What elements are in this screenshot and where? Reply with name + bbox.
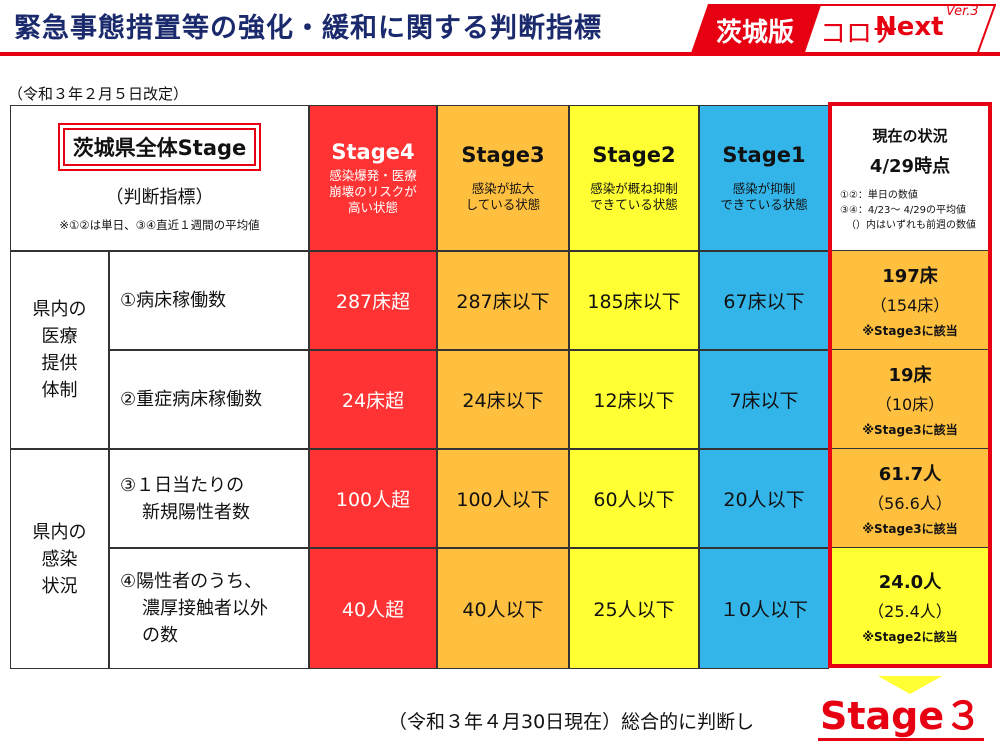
page-title: 緊急事態措置等の強化・緩和に関する判断指標: [14, 13, 602, 44]
overall-judgement-text: （令和３年４月30日現在）総合的に判断し: [388, 711, 755, 733]
row2-stage4: 24床超: [309, 350, 437, 449]
current-value-row3: 61.7人 （56.6人） ※Stage3に該当: [832, 449, 988, 548]
row3-stage4: 100人超: [309, 449, 437, 548]
header-divider: [0, 52, 1000, 56]
row2-stage1: 7床以下: [699, 350, 829, 449]
row1-stage3: 287床以下: [437, 251, 569, 350]
overall-stage-result: Stage３: [818, 694, 985, 741]
badge-text-corona: コロナ: [820, 19, 899, 49]
row4-stage2: 25人以下: [569, 548, 699, 669]
row3-stage2: 60人以下: [569, 449, 699, 548]
down-arrow-icon: [878, 676, 942, 694]
group-infection: 県内の 感染 状況: [10, 449, 109, 669]
group-medical: 県内の 医療 提供 体制: [10, 251, 109, 449]
row3-stage3: 100人以下: [437, 449, 569, 548]
stage3-header: Stage3 感染が拡大 している状態: [437, 105, 569, 251]
stage2-header: Stage2 感染が概ね抑制 できている状態: [569, 105, 699, 251]
badge-version: Ver.3: [946, 4, 979, 19]
current-status-header: 現在の状況 4/29時点 ①②：単日の数値 ③④：4/23～ 4/29の平均値 …: [832, 106, 988, 251]
badge-text-ibaraki: 茨城版: [716, 18, 795, 48]
current-value-row2: 19床 （10床） ※Stage3に該当: [832, 350, 988, 449]
row4-stage1: １0人以下: [699, 548, 829, 669]
row2-stage2: 12床以下: [569, 350, 699, 449]
badge-text-next: Next: [875, 12, 944, 42]
stage4-header: Stage4 感染爆発・医療 崩壊のリスクが 高い状態: [309, 105, 437, 251]
indicator-label: ③１日当たりの 新規陽性者数: [109, 449, 309, 548]
indicator-label: ④陽性者のうち、 濃厚接触者以外 の数: [109, 548, 309, 669]
corner-note: ※①②は単日、③④直近１週間の平均値: [59, 218, 260, 232]
current-value-row4: 24.0人 （25.4人） ※Stage2に該当: [832, 548, 988, 664]
current-status-column: 現在の状況 4/29時点 ①②：単日の数値 ③④：4/23～ 4/29の平均値 …: [828, 102, 992, 668]
row1-stage2: 185床以下: [569, 251, 699, 350]
row1-stage1: 67床以下: [699, 251, 829, 350]
brand-badge: 茨城版 コロナ Next Ver.3: [690, 4, 996, 56]
row2-stage3: 24床以下: [437, 350, 569, 449]
table-corner: 茨城県全体Stage （判断指標） ※①②は単日、③④直近１週間の平均値: [10, 105, 309, 251]
row3-stage1: 20人以下: [699, 449, 829, 548]
badge-red-block: [690, 4, 822, 56]
row4-stage4: 40人超: [309, 548, 437, 669]
row4-stage3: 40人以下: [437, 548, 569, 669]
current-value-row1: 197床 （154床） ※Stage3に該当: [832, 251, 988, 350]
indicator-label: ①病床稼働数: [109, 251, 309, 350]
stage-table: 茨城県全体Stage （判断指標） ※①②は単日、③④直近１週間の平均値 Sta…: [10, 105, 930, 669]
corner-title: 茨城県全体Stage: [57, 123, 262, 171]
corner-subtitle: （判断指標）: [105, 187, 214, 208]
revision-note: （令和３年２月５日改定）: [8, 85, 189, 103]
row1-stage4: 287床超: [309, 251, 437, 350]
indicator-label: ②重症病床稼働数: [109, 350, 309, 449]
stage1-header: Stage1 感染が抑制 できている状態: [699, 105, 829, 251]
header: 緊急事態措置等の強化・緩和に関する判断指標 茨城版 コロナ Next Ver.3: [0, 0, 1000, 56]
